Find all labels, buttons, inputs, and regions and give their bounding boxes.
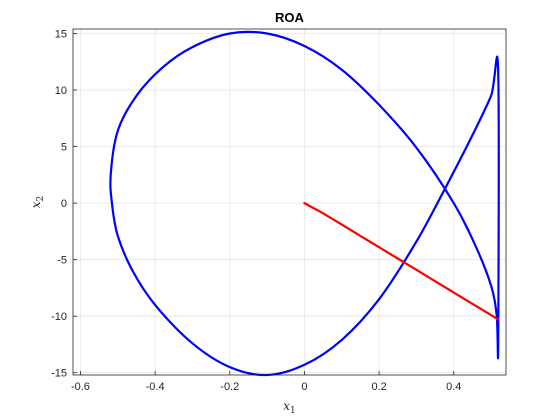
- y-tick-label: 10: [55, 85, 67, 97]
- x-tick-label: -0.2: [220, 381, 239, 393]
- y-tick-label: 5: [61, 142, 67, 154]
- series-layer: [109, 30, 500, 377]
- x-tick-label: 0.4: [446, 381, 461, 393]
- tick-layer: -0.6 -0.4 -0.2 0 0.2 0.4 -15 -10 -5 0 5 10 15: [51, 29, 461, 393]
- axes-box: [72, 28, 507, 376]
- roa-ellipse-boundary: [109, 30, 500, 377]
- y-tick-label: -10: [51, 311, 67, 323]
- y-axis-label-subscript: 2: [36, 196, 46, 202]
- chart-title: ROA: [275, 10, 305, 25]
- y-tick-label: 0: [61, 198, 67, 210]
- x-tick-label: -0.6: [71, 381, 90, 393]
- x-tick-label: 0.2: [371, 381, 386, 393]
- y-tick-label: 15: [55, 29, 67, 41]
- x-axis-label: x1: [283, 399, 296, 416]
- y-axis-label-main: x: [29, 201, 43, 208]
- x-tick-label: 0: [301, 381, 307, 393]
- x-axis-label-main: x: [283, 399, 290, 413]
- x-tick-label: -0.4: [146, 381, 165, 393]
- x-axis-label-subscript: 1: [290, 406, 296, 416]
- y-tick-label: -15: [51, 368, 67, 380]
- y-tick-label: -5: [57, 255, 67, 267]
- y-axis-label: x2: [29, 196, 46, 209]
- trajectory-line: [303, 202, 500, 321]
